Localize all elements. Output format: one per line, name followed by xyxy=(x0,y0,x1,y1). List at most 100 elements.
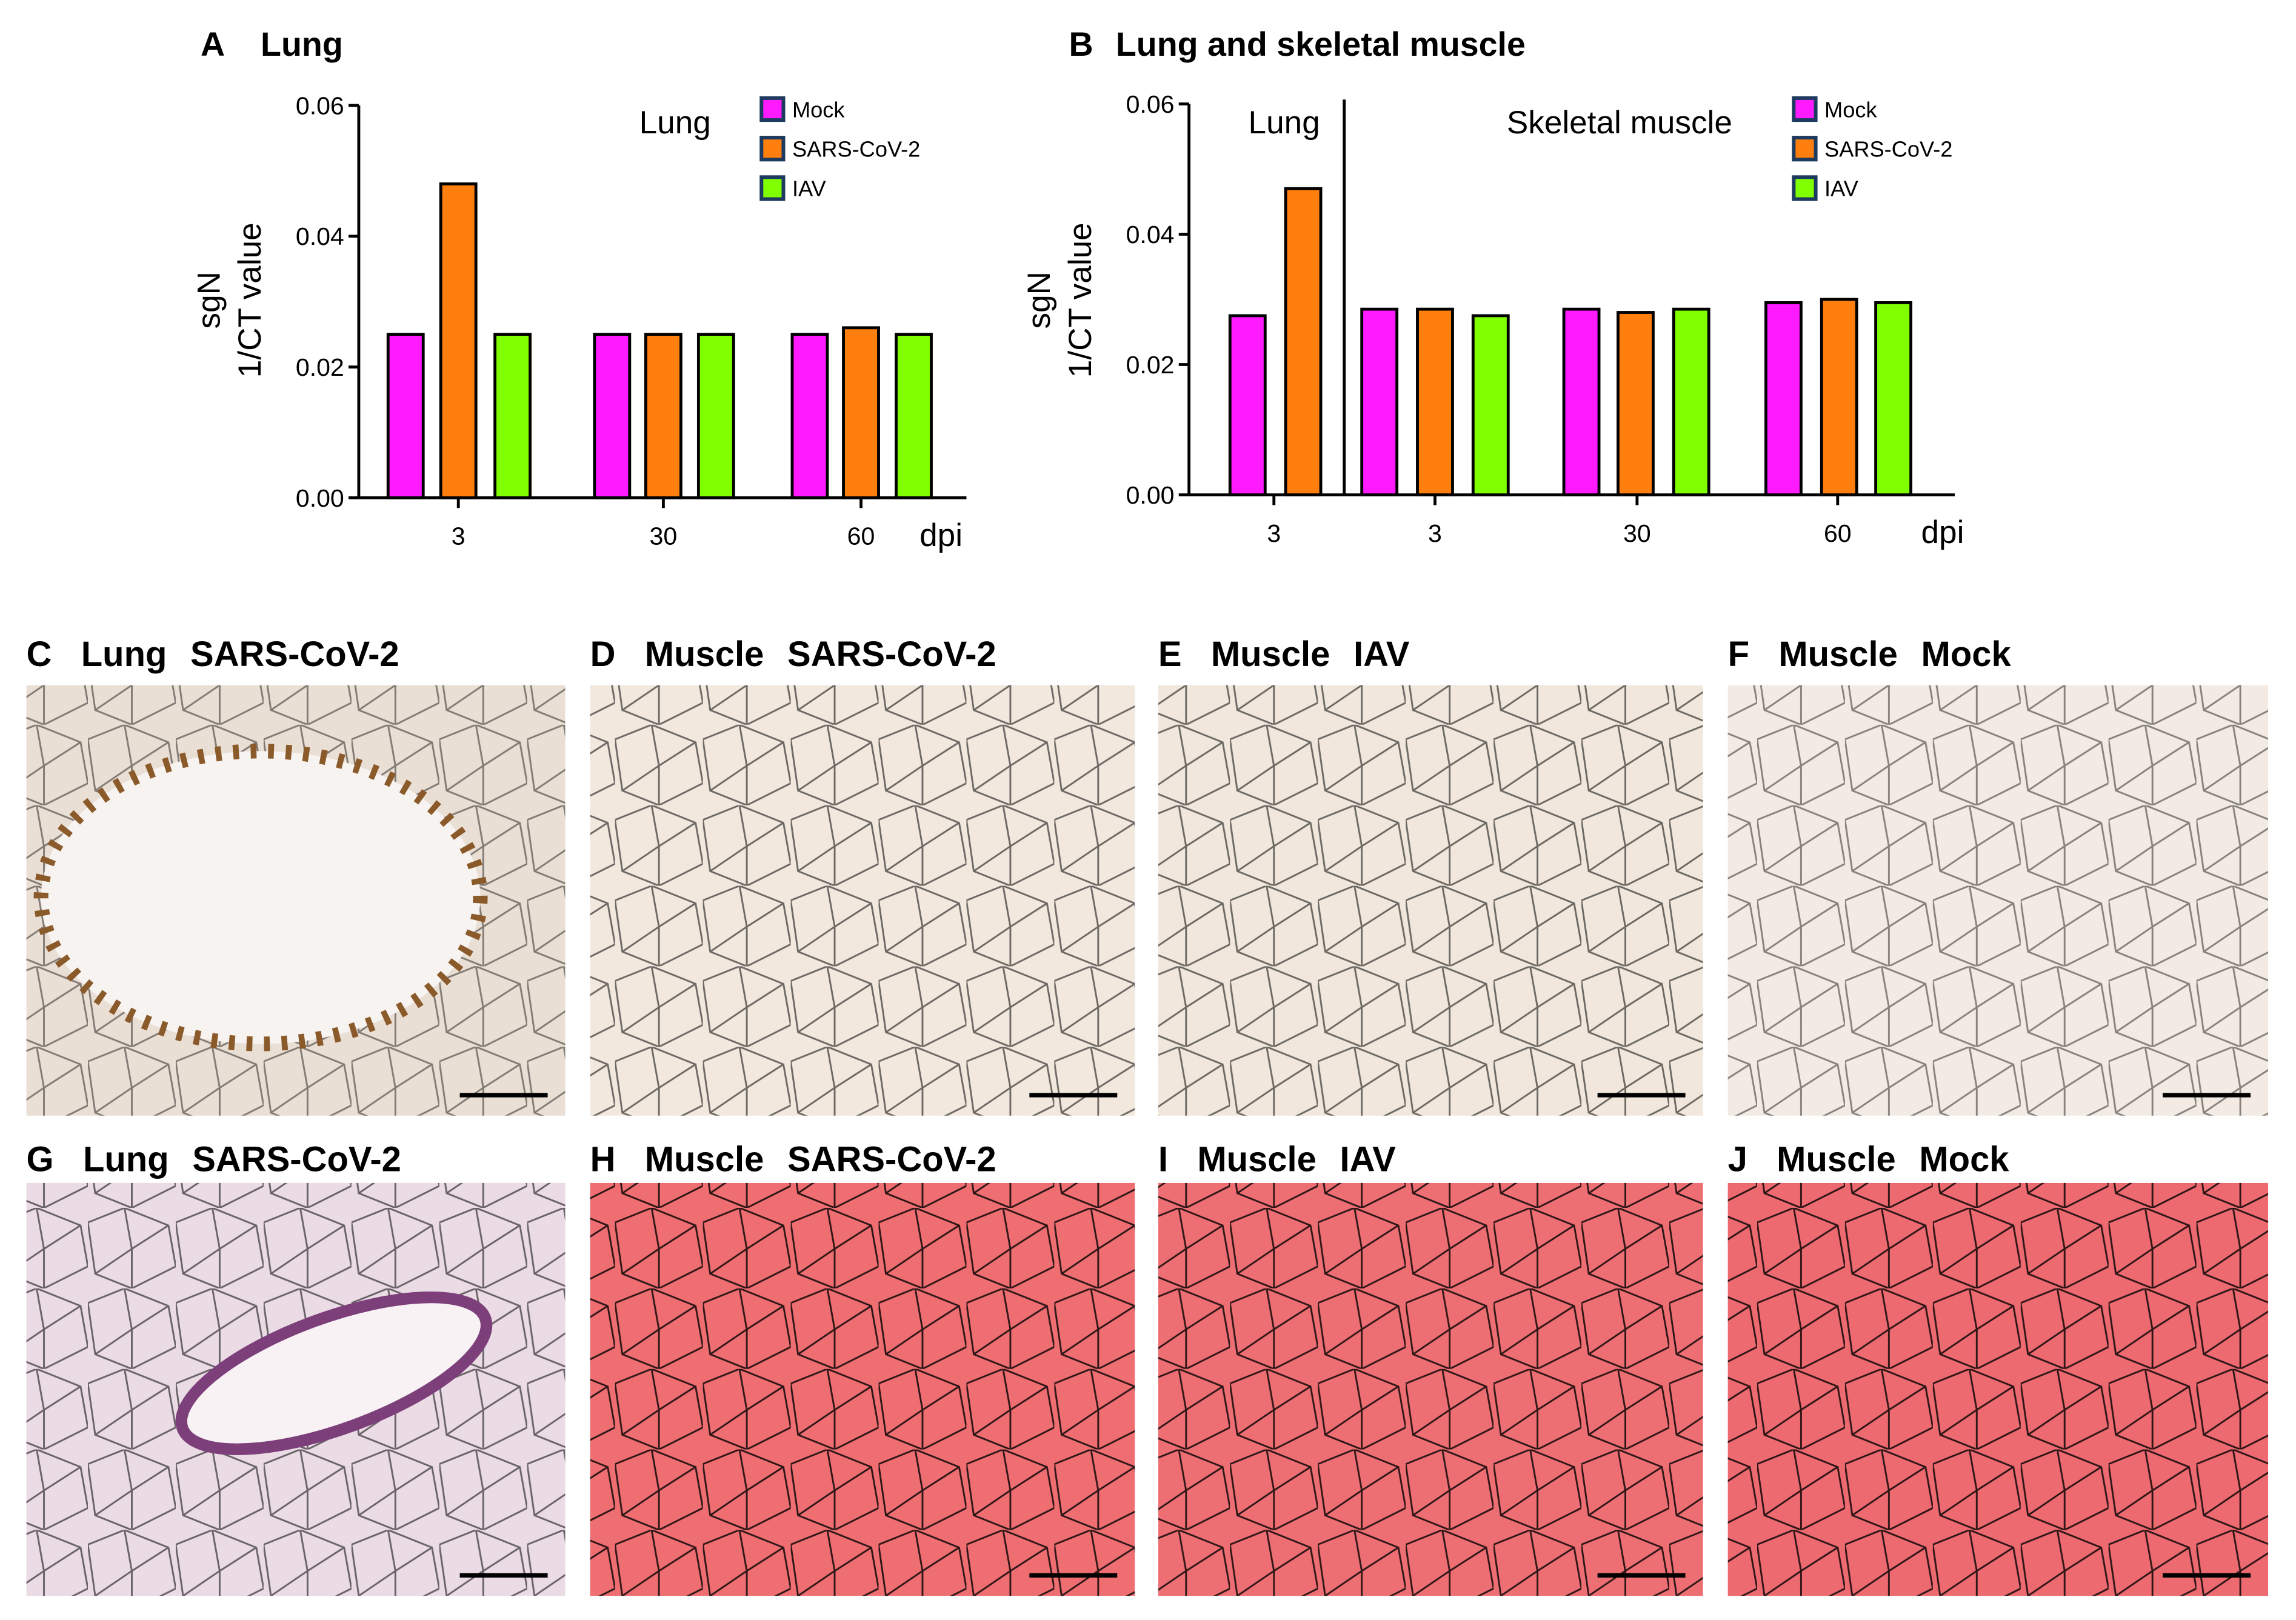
panel-letter: E xyxy=(1158,635,1182,674)
micrograph-texture xyxy=(590,1182,1135,1596)
bar xyxy=(842,326,880,499)
panel-label: E Muscle IAV xyxy=(1158,635,1410,674)
bar xyxy=(895,333,933,499)
bar xyxy=(1471,314,1510,496)
legend-swatch xyxy=(1792,136,1818,162)
chart-title: Lung and skeletal muscle xyxy=(1116,25,1526,63)
y-tick-label: 0.06 xyxy=(1126,90,1175,118)
panel-label: G Lung SARS-CoV-2 xyxy=(27,1141,401,1179)
panel-letter: D xyxy=(590,635,616,674)
micrograph-texture xyxy=(1158,1182,1703,1596)
x-tick-label: 3 xyxy=(1267,519,1281,547)
micrograph-texture xyxy=(1727,685,2269,1116)
panel-condition: Mock xyxy=(1919,1141,2009,1179)
x-tick-label: 3 xyxy=(1428,519,1442,547)
panel-tissue: Lung xyxy=(83,1141,169,1179)
bar xyxy=(1820,298,1858,496)
bar xyxy=(790,333,829,499)
bar xyxy=(1874,301,1913,496)
y-axis-label: sgN xyxy=(191,272,227,328)
x-tick-label: 30 xyxy=(650,522,678,550)
legend-label: SARS-CoV-2 xyxy=(1824,136,1952,161)
y-axis-label: sgN xyxy=(1021,272,1057,328)
x-axis-label: dpi xyxy=(919,518,963,553)
bar xyxy=(644,333,682,499)
panel-letter: B xyxy=(1069,25,1093,63)
legend-swatch xyxy=(759,136,786,162)
panel-condition: SARS-CoV-2 xyxy=(787,635,996,674)
legend-label: Mock xyxy=(1824,97,1877,122)
bar xyxy=(1562,307,1601,496)
bar xyxy=(593,333,632,499)
bar xyxy=(1617,311,1655,496)
legend-label: IAV xyxy=(1824,176,1858,201)
bar xyxy=(439,182,478,499)
chart-title: Lung xyxy=(261,25,343,63)
x-axis-label: dpi xyxy=(1921,515,1964,550)
y-tick-label: 0.06 xyxy=(296,92,344,119)
y-axis-label: 1/CT value xyxy=(232,222,268,378)
micrograph-texture xyxy=(590,685,1135,1116)
x-tick-label: 3 xyxy=(452,522,466,550)
panel-condition: SARS-CoV-2 xyxy=(787,1141,996,1179)
panel-letter: A xyxy=(201,25,225,63)
y-tick-label: 0.04 xyxy=(1126,221,1175,248)
panel-label: F Muscle Mock xyxy=(1728,635,2012,674)
lumen xyxy=(33,744,488,1052)
legend-swatch xyxy=(759,175,786,201)
y-axis-label: 1/CT value xyxy=(1063,222,1098,378)
panel-tissue: Muscle xyxy=(1211,635,1330,674)
panel-label: I Muscle IAV xyxy=(1158,1141,1396,1179)
panel-tissue: Lung xyxy=(81,635,167,674)
legend-label: SARS-CoV-2 xyxy=(792,136,920,161)
legend-swatch xyxy=(1792,96,1818,122)
bar xyxy=(493,333,532,499)
panel-condition: SARS-CoV-2 xyxy=(192,1141,401,1179)
panel-label: D Muscle SARS-CoV-2 xyxy=(590,635,996,674)
bar xyxy=(1764,301,1803,496)
x-tick-label: 60 xyxy=(1824,519,1852,547)
bar xyxy=(1228,314,1267,496)
panel-letter: G xyxy=(27,1141,54,1179)
panel-tissue: Muscle xyxy=(1777,1141,1896,1179)
panel-letter: I xyxy=(1158,1141,1168,1179)
bar xyxy=(1672,307,1710,496)
y-tick-label: 0.02 xyxy=(296,353,344,381)
panel-label: J Muscle Mock xyxy=(1728,1141,2010,1179)
panel-letter: H xyxy=(590,1141,616,1179)
x-tick-label: 60 xyxy=(847,522,875,550)
y-tick-label: 0.04 xyxy=(296,222,344,250)
bar xyxy=(1416,307,1454,496)
panel-tissue: Muscle xyxy=(645,1141,764,1179)
panel-tissue: Muscle xyxy=(1197,1141,1317,1179)
legend-swatch xyxy=(1792,175,1818,201)
y-tick-label: 0.00 xyxy=(296,484,344,512)
panel-condition: IAV xyxy=(1340,1141,1397,1179)
legend-swatch xyxy=(759,96,786,122)
x-tick-label: 30 xyxy=(1623,519,1651,547)
vessel xyxy=(175,1291,493,1455)
bar xyxy=(386,333,425,499)
bar xyxy=(1360,307,1399,496)
y-tick-label: 0.02 xyxy=(1126,351,1175,379)
annotation: Lung xyxy=(1249,105,1320,141)
annotation: Skeletal muscle xyxy=(1507,105,1732,141)
legend-label: Mock xyxy=(792,97,845,122)
panel-letter: J xyxy=(1728,1141,1747,1179)
micrograph-texture xyxy=(1727,1182,2269,1596)
bar xyxy=(696,333,735,499)
y-tick-label: 0.00 xyxy=(1126,481,1175,509)
micrograph-texture xyxy=(1158,685,1703,1116)
panel-condition: Mock xyxy=(1921,635,2012,674)
panel-label: C Lung SARS-CoV-2 xyxy=(27,635,399,674)
panel-tissue: Muscle xyxy=(645,635,764,674)
annotation: Lung xyxy=(639,105,711,141)
panel-letter: C xyxy=(27,635,52,674)
panel-condition: SARS-CoV-2 xyxy=(190,635,399,674)
panel-condition: IAV xyxy=(1353,635,1410,674)
bar xyxy=(1284,187,1323,496)
panel-letter: F xyxy=(1728,635,1749,674)
legend-label: IAV xyxy=(792,176,826,201)
